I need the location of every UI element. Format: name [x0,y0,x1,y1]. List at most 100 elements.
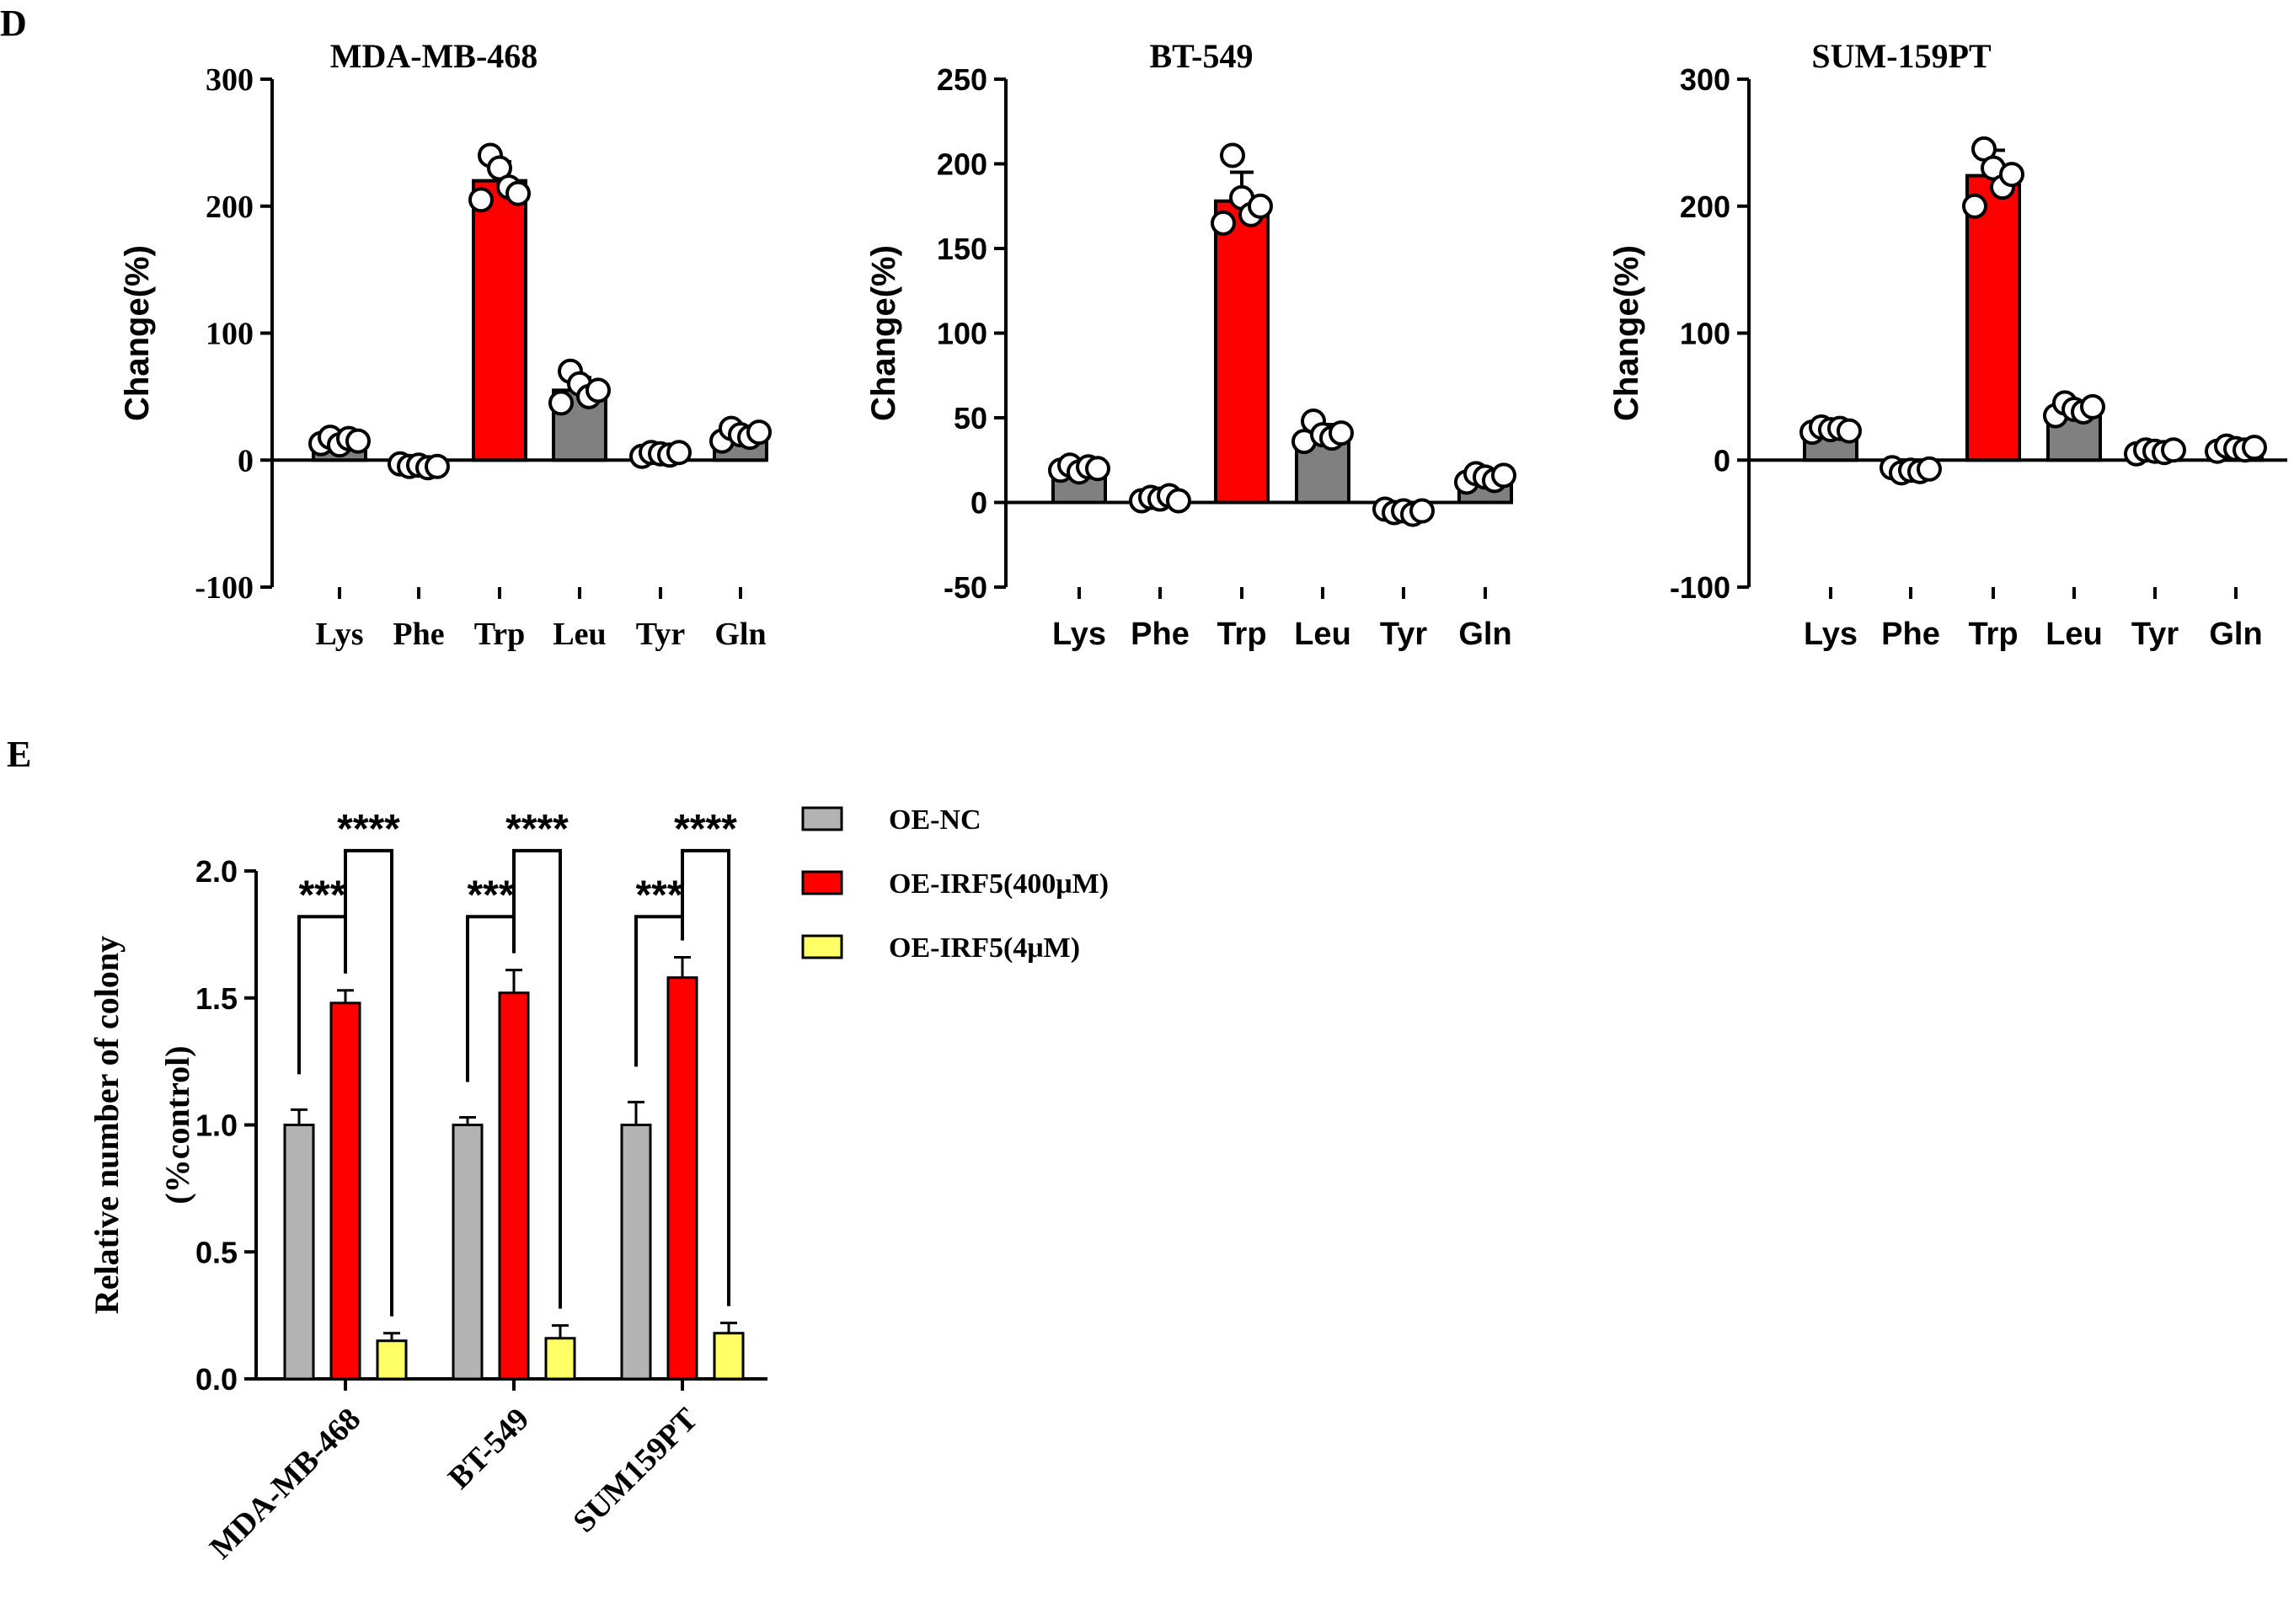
legend-label: OE-NC [889,804,981,836]
data-point [1409,498,1435,524]
x-tick-label: SUM159PT [566,1402,704,1540]
y-tick-label: 100 [937,317,987,351]
data-point [1220,142,1245,168]
data-point [1166,488,1191,514]
y-tick-label: 50 [954,401,987,435]
legend-label: OE-IRF5(4μM) [889,932,1080,964]
x-tick-label: Lys [315,617,363,652]
data-point [1837,418,1862,444]
y-tick-label: 0.5 [195,1235,238,1269]
bar [472,179,527,462]
bar [376,1339,408,1381]
legend-swatch [801,934,843,959]
y-tick-label: 200 [937,147,987,182]
significance-bracket [344,848,393,1317]
y-tick-label: 2.0 [195,854,238,889]
legend-swatch [801,806,843,831]
data-point [1085,456,1110,482]
y-axis-label: Relative number of colony [88,936,126,1314]
y-tick-label: 0 [238,443,254,478]
y-tick-label: 250 [937,62,987,97]
chart-title: BT-549 [1149,37,1253,75]
y-tick-label: 1.5 [195,981,238,1016]
data-point [746,419,772,446]
y-tick-label: 0.0 [195,1362,238,1397]
chart-title: SUM-159PT [1811,37,1992,75]
x-tick-label: Tyr [636,617,686,652]
panel-label-e: E [7,734,31,775]
panel-label-d: D [0,3,27,44]
bar [713,1332,745,1381]
x-tick-label: Gln [1458,617,1511,652]
y-tick-label: 300 [206,62,254,98]
x-tick-label: Trp [1968,617,2018,652]
significance-bracket [681,848,730,1306]
data-point [1211,210,1236,236]
legend-label: OE-IRF5(400μM) [889,868,1109,900]
y-axis-label-units: (%control) [158,1045,196,1204]
data-point [505,180,531,206]
x-tick-label: Leu [553,617,606,652]
chart-title: MDA-MB-468 [330,37,538,75]
y-tick-label: 1.0 [195,1108,238,1143]
y-tick-label: 0 [1714,443,1730,478]
data-point [2242,435,2267,461]
data-point [425,453,450,479]
x-tick-label: Leu [2045,617,2103,652]
chart-bt-549: BT-549 Change(%) -50 0 50 100 150 200 250 Lys Phe T… [865,37,1516,652]
data-point [1999,162,2024,188]
significance-bracket [634,915,684,1067]
significance-label: *** [467,873,514,917]
x-tick-label: Leu [1294,617,1351,652]
significance-bracket [466,915,516,1082]
x-tick-label: Gln [714,617,766,652]
x-tick-label: Tyr [1380,617,1428,652]
y-tick-label: 0 [971,486,987,521]
y-tick-label: 100 [206,317,254,352]
bar [329,1002,361,1381]
y-tick-label: 100 [1680,317,1730,351]
y-tick-label: 200 [206,190,254,225]
x-tick-label: Phe [393,617,444,652]
significance-label: **** [674,807,737,852]
x-tick-label: Phe [1131,617,1190,652]
chart-colony-number: Relative number of colony (%control) 0.0 0.… [88,804,1109,1566]
data-point [548,390,574,416]
data-point [468,187,494,213]
data-point [2080,393,2105,419]
bar [452,1124,484,1381]
y-tick-label: -100 [1670,570,1730,605]
data-point [1491,462,1516,489]
data-point [1248,193,1273,219]
bar [1965,174,2021,462]
bar [498,991,530,1381]
bar [283,1124,315,1381]
y-axis-label: Change(%) [1608,245,1645,421]
x-tick-label: Trp [474,617,526,652]
y-tick-label: 150 [937,232,987,266]
x-tick-label: Lys [1804,617,1858,652]
significance-label: **** [337,807,400,852]
x-tick-label: BT-549 [441,1402,536,1496]
y-tick-label: -100 [195,570,254,606]
y-tick-label: -50 [944,570,987,605]
bar [620,1124,652,1381]
data-point [586,377,611,403]
significance-label: *** [635,873,682,917]
y-axis-label: Change(%) [865,245,902,421]
x-tick-label: Tyr [2131,617,2179,652]
x-tick-label: Gln [2209,617,2262,652]
data-point [1917,456,1942,482]
legend-swatch [801,870,843,895]
y-tick-label: 200 [1680,190,1730,224]
significance-bracket [512,848,562,1309]
bar [666,976,698,1381]
x-tick-label: Phe [1881,617,1940,652]
significance-label: **** [505,807,569,852]
data-point [345,428,371,454]
y-axis-label: Change(%) [119,245,156,421]
x-tick-label: Lys [1052,617,1106,652]
data-point [666,440,692,466]
x-tick-label: Trp [1217,617,1266,652]
